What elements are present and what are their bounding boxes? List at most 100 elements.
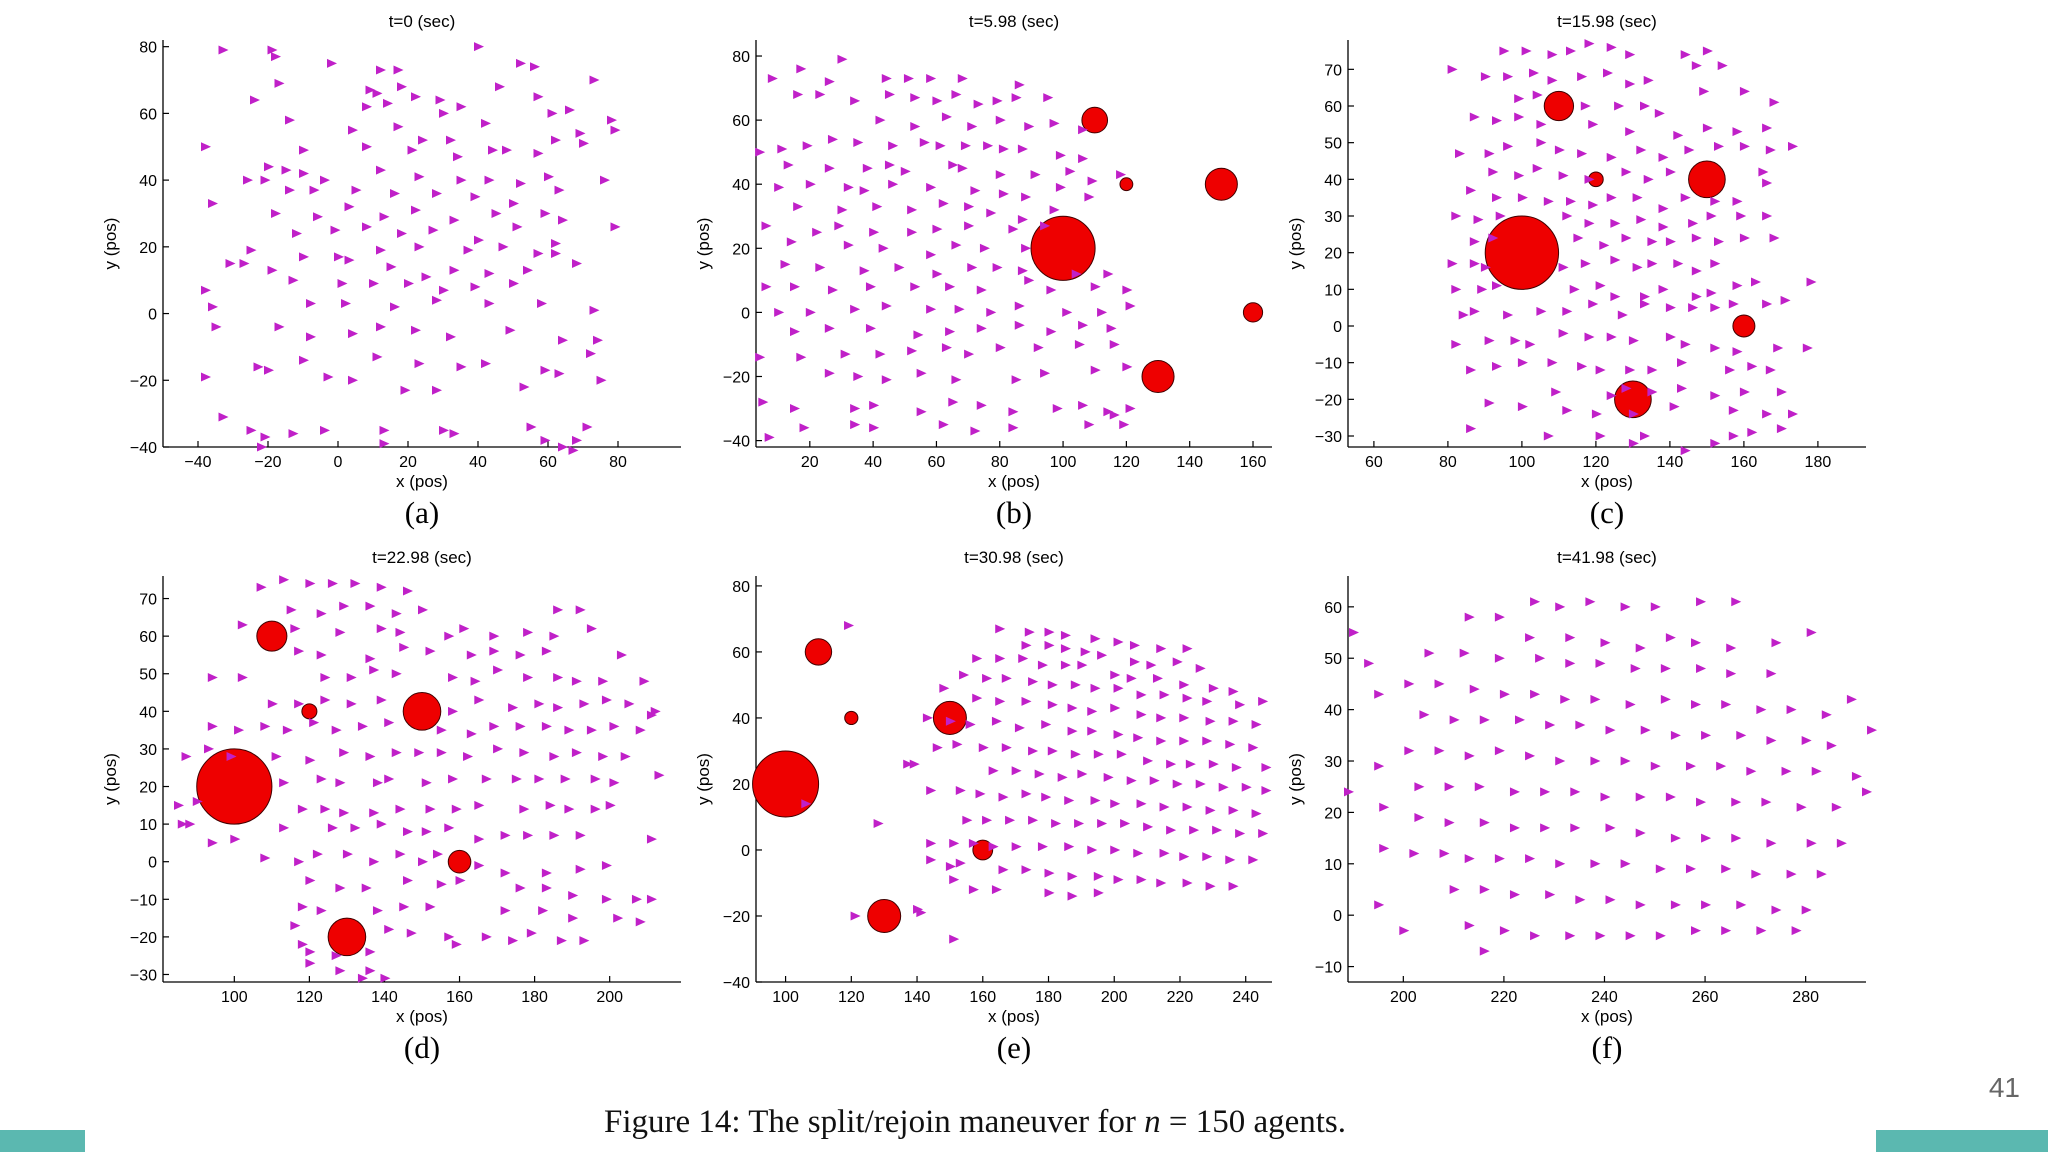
agent-marker xyxy=(975,789,986,799)
agent-marker xyxy=(435,95,446,105)
x-axis-label: x (pos) xyxy=(988,1007,1040,1026)
agent-marker xyxy=(1074,819,1085,829)
agent-marker xyxy=(177,819,188,829)
agent-marker xyxy=(246,425,257,435)
agent-marker xyxy=(306,332,316,342)
agent-marker xyxy=(1261,786,1272,796)
agent-marker xyxy=(1680,339,1691,349)
agent-marker xyxy=(1060,630,1071,640)
agent-marker xyxy=(256,582,267,592)
agent-marker xyxy=(571,748,582,758)
agent-marker xyxy=(1374,900,1385,910)
agent-marker xyxy=(414,172,425,182)
agent-marker xyxy=(1706,211,1717,221)
agent-marker xyxy=(1811,766,1822,776)
panel-d: 100 120 140 160 180 200 −30 −20 −10 0 10 20 30 40 50 60… xyxy=(101,548,681,1065)
agent-marker xyxy=(1677,358,1687,368)
agent-marker xyxy=(600,175,610,185)
agent-marker xyxy=(1731,797,1742,807)
agent-marker xyxy=(1480,72,1491,82)
agent-marker xyxy=(1555,602,1566,612)
agent-marker xyxy=(1166,759,1177,769)
agent-marker xyxy=(1600,638,1611,648)
agent-marker xyxy=(1057,772,1068,782)
agent-marker xyxy=(1562,211,1573,221)
agent-marker xyxy=(537,299,547,309)
agent-marker xyxy=(1761,797,1772,807)
agent-marker xyxy=(571,676,582,686)
agent-marker xyxy=(456,175,467,185)
agent-marker xyxy=(1665,237,1676,247)
obstacle-circle xyxy=(327,917,367,957)
agent-marker xyxy=(541,868,552,878)
agent-marker xyxy=(362,222,372,232)
agent-marker xyxy=(1205,881,1216,891)
agent-marker xyxy=(320,804,331,814)
agent-marker xyxy=(379,439,390,449)
agent-marker xyxy=(414,359,425,369)
agent-marker xyxy=(1077,660,1088,670)
agent-marker xyxy=(1665,792,1676,802)
agent-marker xyxy=(1494,854,1505,864)
agent-marker xyxy=(1628,336,1639,346)
agent-marker xyxy=(1172,779,1183,789)
agent-marker xyxy=(579,699,590,709)
agent-marker xyxy=(1225,855,1236,865)
agent-marker xyxy=(1747,427,1758,437)
agent-marker xyxy=(910,282,921,292)
agent-marker xyxy=(488,145,498,155)
agent-marker xyxy=(1044,627,1055,637)
agent-marker xyxy=(418,605,428,615)
agent-marker xyxy=(551,239,561,248)
x-tick-label: 180 xyxy=(521,989,548,1006)
agent-marker xyxy=(1484,149,1495,159)
agent-marker xyxy=(1404,746,1415,756)
agent-marker xyxy=(305,947,316,957)
agent-marker xyxy=(495,82,505,92)
agent-marker xyxy=(1510,336,1521,346)
agent-marker xyxy=(376,165,386,175)
agent-marker xyxy=(538,906,549,916)
agent-marker xyxy=(957,163,968,173)
agent-marker xyxy=(418,857,428,867)
agent-marker xyxy=(281,165,292,175)
agent-marker xyxy=(1509,787,1520,797)
agent-marker xyxy=(1726,643,1737,653)
agent-marker xyxy=(1047,746,1058,756)
agent-marker xyxy=(1017,266,1028,276)
y-tick-label: 60 xyxy=(1324,99,1342,116)
agent-marker xyxy=(1126,776,1137,786)
agent-marker xyxy=(916,908,927,918)
agent-marker xyxy=(1251,720,1262,730)
y-tick-label: 20 xyxy=(1324,246,1342,263)
agent-marker xyxy=(402,586,413,596)
agent-marker xyxy=(290,921,301,931)
agent-marker xyxy=(900,166,911,176)
agent-marker xyxy=(1551,387,1562,397)
agent-marker xyxy=(1640,292,1650,302)
agent-marker xyxy=(508,936,519,946)
agent-marker xyxy=(533,92,544,102)
agent-marker xyxy=(827,134,838,144)
y-tick-label: 20 xyxy=(139,240,157,257)
agent-marker xyxy=(1044,888,1055,898)
agent-marker xyxy=(1726,669,1737,679)
x-tick-label: 120 xyxy=(296,989,323,1006)
agent-marker xyxy=(474,42,484,52)
agent-marker xyxy=(391,669,402,679)
agent-marker xyxy=(1640,725,1651,735)
agent-marker xyxy=(1014,320,1025,330)
agent-marker xyxy=(1545,720,1556,730)
agent-marker xyxy=(393,122,404,132)
y-tick-label: 0 xyxy=(1333,908,1342,925)
agent-marker xyxy=(1635,828,1646,838)
agent-marker xyxy=(267,265,278,275)
agent-marker xyxy=(1688,303,1699,313)
agent-marker xyxy=(1739,86,1750,96)
agent-marker xyxy=(1751,277,1761,287)
agent-marker xyxy=(1113,683,1124,693)
agent-marker xyxy=(551,249,561,259)
agent-marker xyxy=(376,819,387,829)
agent-marker xyxy=(260,175,271,185)
agent-marker xyxy=(1643,174,1654,184)
